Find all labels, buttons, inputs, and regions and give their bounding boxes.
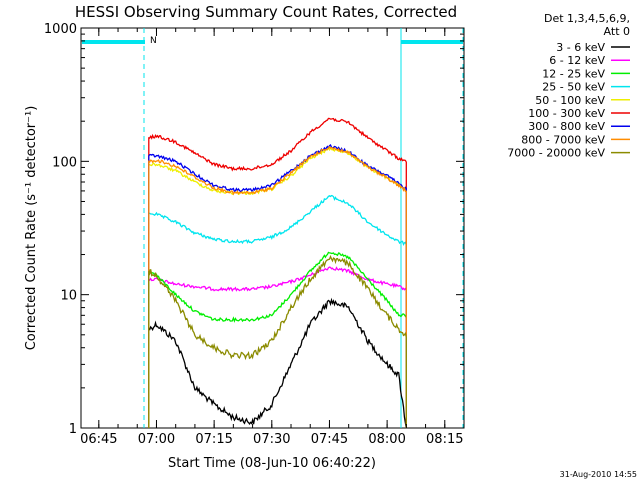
plot-area-frame [80,27,465,429]
legend-label: 50 - 100 keV [535,94,605,107]
y-tick-label: 1 [69,422,77,437]
series-line-6 [148,144,407,428]
timestamp: 31-Aug-2010 14:55 [560,470,637,479]
series-line-1 [148,266,407,428]
legend-header-detectors: Det 1,3,4,5,6,9, [544,12,630,25]
night-marker-label: N [150,36,157,46]
legend-label: 7000 - 20000 keV [507,147,605,160]
x-tick-label: 07:00 [138,432,175,447]
y-axis-label: Corrected Count Rate (s⁻¹ detector⁻¹) [24,106,39,351]
legend-label: 12 - 25 keV [542,67,605,80]
x-tick-label: 08:15 [426,432,463,447]
y-tick-label: 100 [52,155,77,170]
series-line-5 [148,117,407,428]
night-bar-right [401,40,463,44]
legend-header-attenuator: Att 0 [604,25,630,38]
x-tick-label: 08:00 [368,432,405,447]
x-tick-label: 06:45 [80,432,117,447]
legend-label: 800 - 7000 keV [521,133,605,146]
legend-label: 300 - 800 keV [528,120,605,133]
axes: 06:45 07:00 07:15 07:30 07:45 08:00 08:15 1 10 10… [44,22,465,447]
x-tick-label: 07:30 [253,432,290,447]
night-bar-left [82,40,145,44]
series-line-3 [148,194,407,428]
series-line-0 [148,297,407,429]
series-lines [148,117,407,429]
series-line-8 [148,254,407,428]
legend-label: 6 - 12 keV [549,54,605,67]
series-line-2 [148,251,407,428]
orbit-overlay: N [82,28,464,428]
legend-label: 3 - 6 keV [556,41,605,54]
y-tick-label: 10 [60,289,77,304]
series-line-7 [148,145,407,428]
x-tick-label: 07:15 [195,432,232,447]
chart-title: HESSI Observing Summary Count Rates, Cor… [75,3,457,21]
x-axis-label: Start Time (08-Jun-10 06:40:22) [168,456,376,471]
y-tick-label: 1000 [44,22,77,37]
x-tick-label: 07:45 [311,432,348,447]
legend-label: 100 - 300 keV [528,107,605,120]
legend-label: 25 - 50 keV [542,81,605,94]
